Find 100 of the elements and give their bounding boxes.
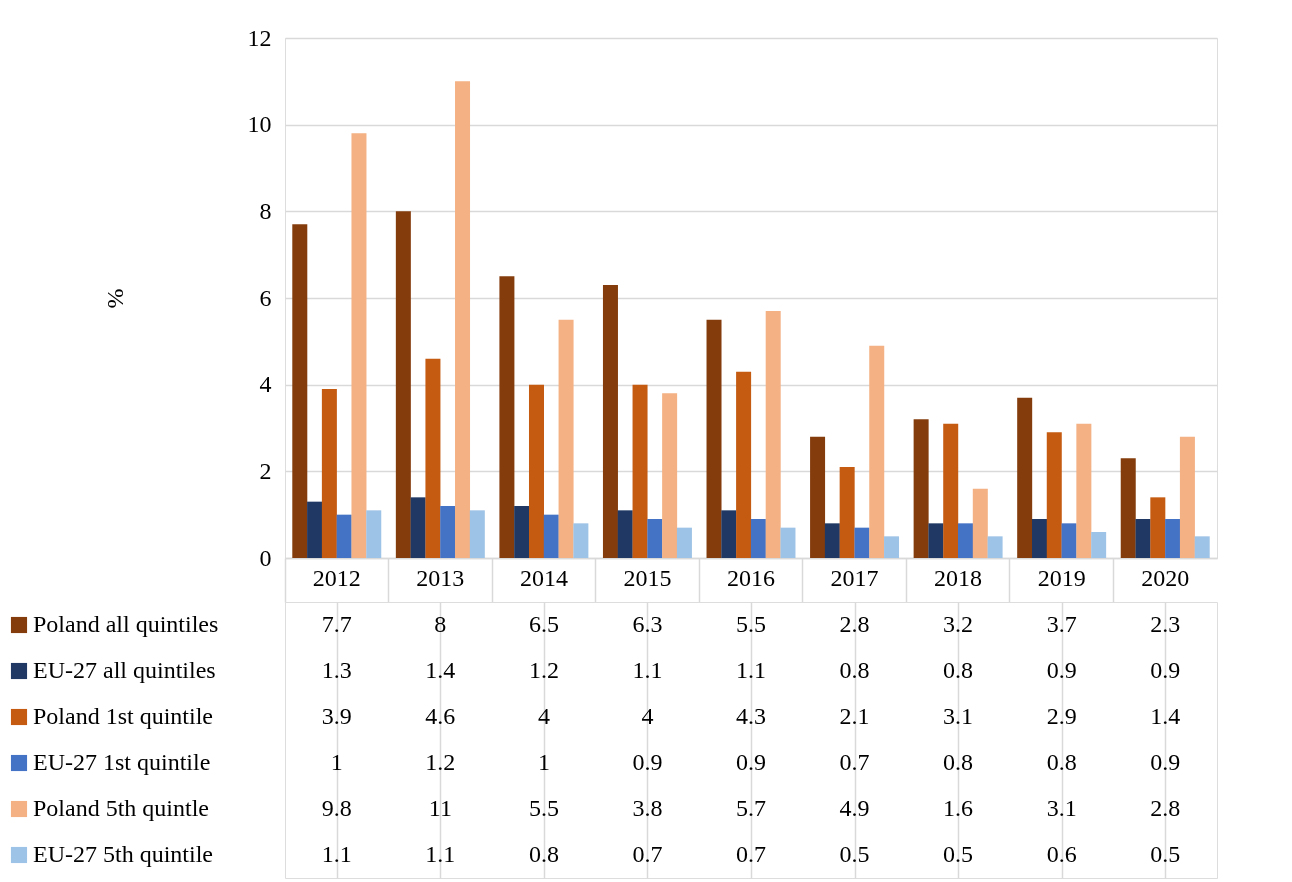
data-label: 0.8	[943, 749, 974, 775]
data-label: 6.3	[632, 611, 663, 637]
bar	[351, 133, 367, 558]
bar	[884, 536, 900, 558]
bar	[765, 311, 781, 558]
bar	[647, 519, 663, 558]
y-tick-label: 10	[247, 111, 272, 138]
data-label: 0.7	[736, 841, 766, 867]
x-tick-label: 2012	[312, 564, 361, 591]
data-label: 0.5	[1150, 841, 1181, 867]
data-label: 0.8	[528, 841, 559, 867]
data-label: 0.8	[839, 657, 870, 683]
bar	[1031, 519, 1047, 558]
legend-label: Poland 1st quintile	[33, 703, 213, 729]
data-label: 5.5	[736, 611, 766, 637]
legend-label: EU-27 all quintiles	[33, 657, 216, 683]
y-axis-title: %	[101, 288, 128, 309]
bar	[1091, 532, 1107, 558]
bar	[514, 506, 530, 558]
data-label: 1.4	[1150, 703, 1181, 729]
data-label: 0.9	[1046, 657, 1077, 683]
bar	[972, 488, 988, 558]
data-label: 1.2	[425, 749, 456, 775]
data-label: 5.7	[736, 795, 766, 821]
data-label: 3.8	[632, 795, 663, 821]
bar	[854, 527, 870, 558]
data-label: 9.8	[321, 795, 352, 821]
data-label: 4	[537, 703, 550, 729]
x-tick-label: 2014	[519, 564, 568, 591]
data-label: 0.6	[1046, 841, 1077, 867]
data-label: 3.9	[321, 703, 352, 729]
data-label: 0.9	[736, 749, 766, 775]
bar	[987, 536, 1003, 558]
data-label: 1.6	[943, 795, 974, 821]
bar	[602, 285, 618, 558]
bar	[321, 389, 337, 558]
bar	[292, 224, 308, 558]
bar	[528, 384, 544, 558]
data-label: 8	[434, 611, 447, 637]
legend-label: Poland 5th quintle	[33, 795, 209, 821]
bar	[676, 527, 692, 558]
data-label: 1	[537, 749, 550, 775]
bar	[721, 510, 737, 558]
bar	[440, 506, 456, 558]
data-label: 0.9	[1150, 657, 1181, 683]
x-tick-label: 2016	[727, 564, 775, 591]
y-tick-label: 2	[259, 457, 272, 484]
data-label: 0.9	[632, 749, 663, 775]
data-label: 0.7	[839, 749, 870, 775]
data-label: 7.7	[321, 611, 352, 637]
bar	[455, 81, 471, 558]
data-label: 2.9	[1046, 703, 1077, 729]
data-label: 2.3	[1150, 611, 1181, 637]
data-label: 5.5	[528, 795, 559, 821]
bar	[410, 497, 426, 558]
bar	[869, 345, 885, 558]
bar	[810, 436, 826, 558]
bar	[943, 423, 959, 558]
bar	[573, 523, 589, 558]
bar	[736, 371, 752, 558]
x-tick-label: 2018	[934, 564, 983, 591]
data-label: 0.5	[943, 841, 974, 867]
x-tick-label: 2013	[416, 564, 465, 591]
bar	[632, 384, 648, 558]
y-tick-label: 4	[259, 371, 272, 398]
data-label: 1.1	[425, 841, 456, 867]
bar	[366, 510, 382, 558]
y-tick-label: 8	[259, 197, 272, 224]
bar	[913, 419, 929, 558]
bar	[750, 519, 766, 558]
data-label: 3.1	[1046, 795, 1077, 821]
y-tick-label: 6	[259, 284, 272, 311]
bar	[1120, 458, 1136, 558]
bar	[1061, 523, 1077, 558]
y-tick-label: 0	[259, 544, 272, 571]
legend-label: EU-27 1st quintile	[33, 749, 211, 775]
data-label: 1	[330, 749, 343, 775]
x-tick-label: 2015	[623, 564, 672, 591]
bar	[958, 523, 974, 558]
bar	[336, 514, 352, 558]
bar	[499, 276, 515, 558]
bar	[1194, 536, 1210, 558]
data-label: 2.8	[839, 611, 870, 637]
bar	[1165, 519, 1181, 558]
data-label: 3.1	[943, 703, 974, 729]
bar	[780, 527, 796, 558]
bar	[1135, 519, 1151, 558]
data-label: 4.9	[839, 795, 870, 821]
legend-label: EU-27 5th quintile	[33, 841, 213, 867]
data-label: 2.8	[1150, 795, 1181, 821]
data-label: 3.2	[943, 611, 974, 637]
bar	[1046, 432, 1062, 558]
data-label: 1.1	[736, 657, 766, 683]
bar	[839, 467, 855, 558]
bar	[928, 523, 944, 558]
bar	[469, 510, 485, 558]
data-label: 0.9	[1150, 749, 1181, 775]
bar	[662, 393, 678, 558]
data-label: 4	[641, 703, 654, 729]
bar	[1017, 397, 1033, 558]
